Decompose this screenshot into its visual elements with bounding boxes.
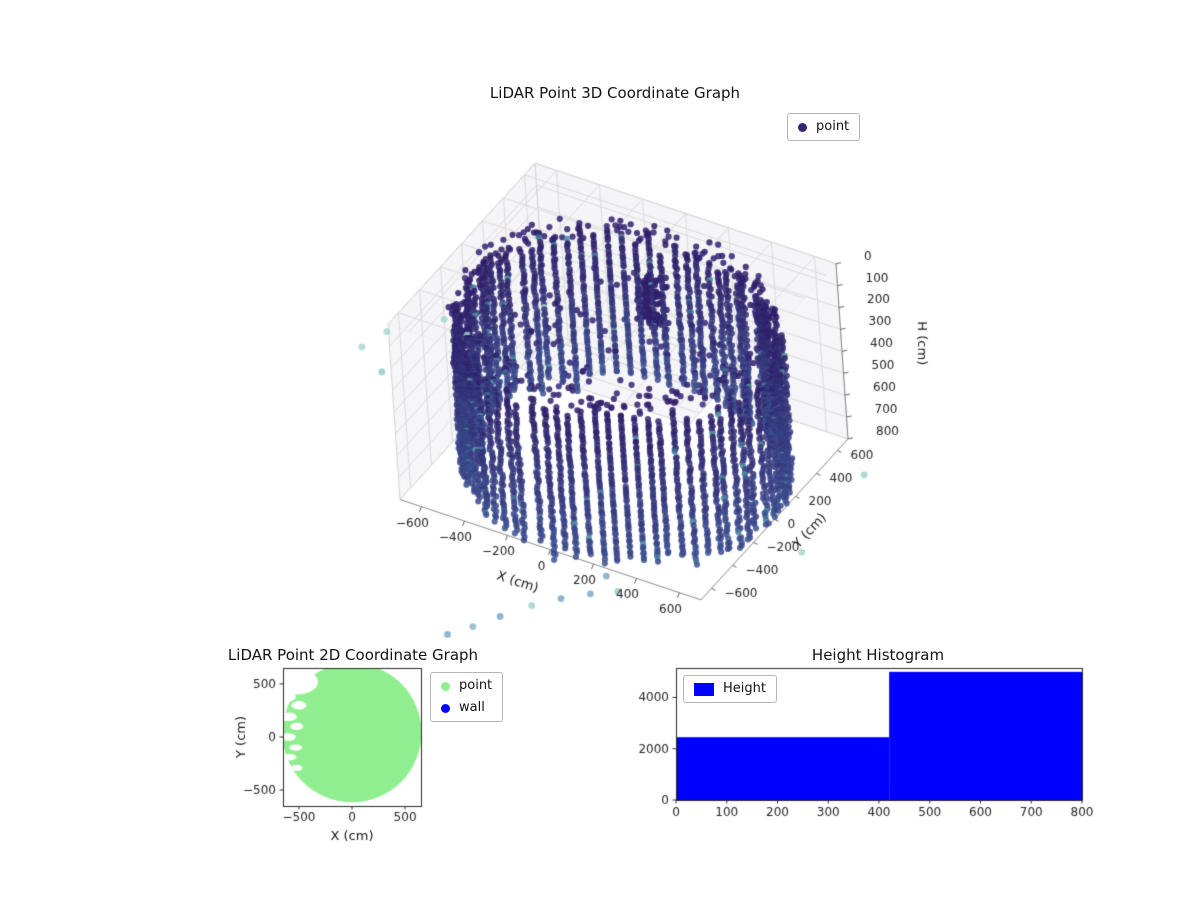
legend-label-point: point	[816, 119, 850, 134]
chart-hist-title: Height Histogram	[811, 646, 945, 664]
chart-2d-legend: point wall	[430, 672, 504, 722]
point-marker-icon	[441, 681, 450, 691]
legend-item-point: point	[798, 117, 849, 137]
wall-marker-icon	[441, 703, 450, 713]
legend-item-point: point	[441, 676, 492, 696]
chart-2d-title: LiDAR Point 2D Coordinate Graph	[227, 646, 479, 664]
legend-item-height: Height	[694, 679, 766, 699]
legend-item-wall: wall	[441, 698, 492, 718]
legend-label-point: point	[459, 678, 493, 693]
chart-hist-legend: Height	[683, 675, 777, 703]
chart-3d-legend: point	[787, 113, 861, 141]
chart-3d-title: LiDAR Point 3D Coordinate Graph	[489, 84, 741, 102]
legend-label-wall: wall	[459, 700, 485, 715]
height-patch-icon	[694, 682, 714, 696]
legend-label-height: Height	[723, 681, 766, 696]
point-marker-icon	[798, 122, 807, 132]
